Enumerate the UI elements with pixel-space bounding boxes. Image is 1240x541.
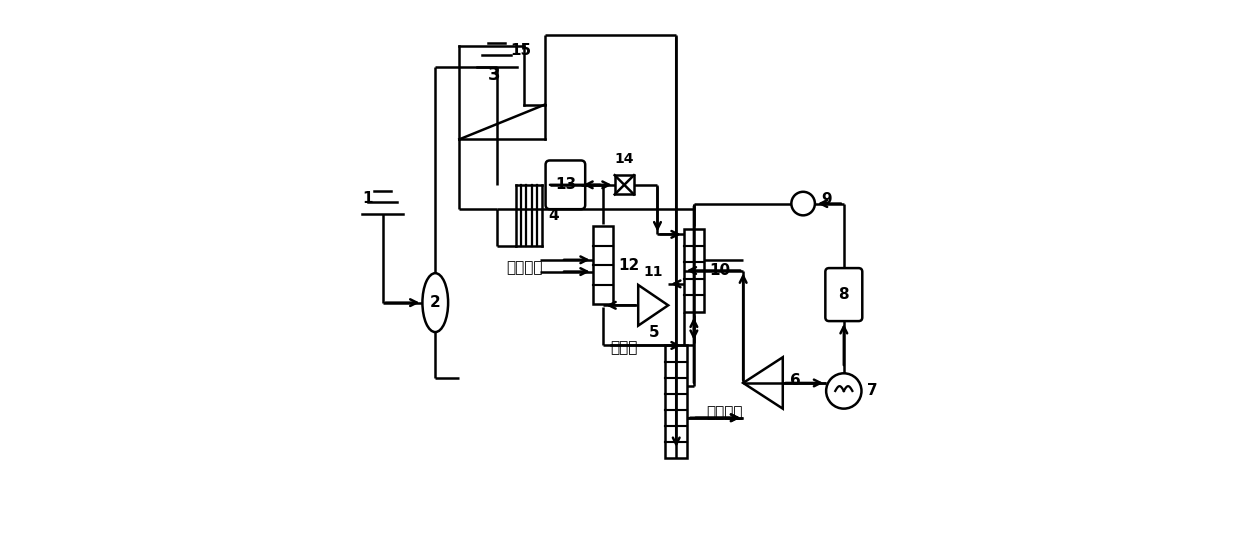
Bar [593, 226, 613, 304]
Bar [665, 346, 687, 458]
Text: 2: 2 [430, 295, 440, 310]
Text: 8: 8 [838, 287, 849, 302]
Text: 13: 13 [554, 177, 575, 193]
Text: 4: 4 [549, 208, 559, 223]
Text: 供热介质: 供热介质 [506, 260, 542, 275]
Text: 11: 11 [644, 265, 663, 279]
Bar [615, 175, 634, 194]
Text: 5: 5 [649, 325, 660, 340]
Text: 有机工质: 有机工质 [706, 405, 743, 420]
Text: 7: 7 [867, 384, 878, 399]
Text: 12: 12 [619, 258, 640, 273]
Text: 9: 9 [821, 192, 832, 207]
Text: 3: 3 [487, 66, 501, 84]
Text: 6: 6 [790, 373, 801, 388]
Bar [683, 229, 704, 312]
Text: 10: 10 [709, 263, 730, 278]
Text: 1: 1 [362, 191, 372, 206]
Text: 15: 15 [510, 43, 532, 58]
Text: 制冷剂: 制冷剂 [610, 341, 637, 355]
Text: 14: 14 [615, 151, 634, 166]
